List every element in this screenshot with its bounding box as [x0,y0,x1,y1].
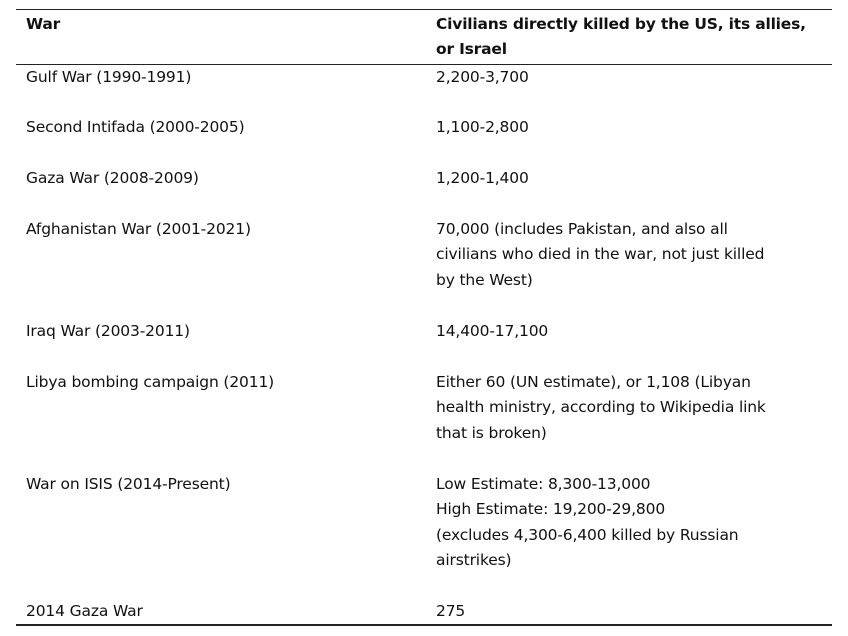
header-war: War [16,10,426,65]
table-row: Afghanistan War (2001-2021) 70,000 (incl… [16,217,832,319]
header-civilians: Civilians directly killed by the US, its… [426,10,832,65]
civilian-casualties-table-container: War Civilians directly killed by the US,… [16,9,832,626]
cell-civilians-line: Either 60 (UN estimate), or 1,108 (Libya… [436,372,751,391]
header-row: War Civilians directly killed by the US,… [16,9,832,65]
table-row: Gaza War (2008-2009) 1,200-1,400 [16,166,832,217]
cell-civilians-line: airstrikes) [436,551,512,569]
table-row: Iraq War (2003-2011) 14,400-17,100 [16,319,832,370]
cell-civilians: 2,200-3,700 [426,65,832,115]
cell-civilians: Either 60 (UN estimate), or 1,108 (Libya… [426,370,832,472]
table-row: Second Intifada (2000-2005) 1,100-2,800 [16,115,832,166]
cell-civilians-line: health ministry, according to Wikipedia … [436,398,766,416]
cell-civilians-line: that is broken) [436,423,547,442]
cell-war: War on ISIS (2014-Present) [26,474,231,493]
cell-civilians-line: High Estimate: 19,200-29,800 [436,500,666,518]
cell-civilians: 1,100-2,800 [426,115,832,166]
cell-civilians-line: civilians who died in the war, not just … [436,245,765,263]
table-body: Gulf War (1990-1991) 2,200-3,700 Second … [16,65,832,626]
header-civilians-line: or Israel [436,40,507,58]
cell-civilians: 275 [426,599,832,626]
cell-civilians-line: 275 [436,601,466,620]
table-row: 2014 Gaza War 275 [16,599,832,626]
cell-civilians: 1,200-1,400 [426,166,832,217]
cell-war: Iraq War (2003-2011) [26,321,190,340]
cell-civilians: Low Estimate: 8,300-13,000 High Estimate… [426,472,832,599]
cell-war: Gaza War (2008-2009) [26,168,199,187]
table-header: War Civilians directly killed by the US,… [16,9,832,65]
table-row: Libya bombing campaign (2011) Either 60 … [16,370,832,472]
cell-civilians-line: (excludes 4,300-6,400 killed by Russian [436,525,739,544]
table-row: Gulf War (1990-1991) 2,200-3,700 [16,65,832,115]
header-war-label: War [26,15,61,33]
civilian-casualties-table: War Civilians directly killed by the US,… [16,9,832,626]
cell-civilians: 14,400-17,100 [426,319,832,370]
cell-war: Gulf War (1990-1991) [26,68,192,86]
cell-civilians-line: 1,100-2,800 [436,117,529,136]
cell-war: Afghanistan War (2001-2021) [26,219,251,238]
cell-civilians: 70,000 (includes Pakistan, and also all … [426,217,832,319]
cell-civilians-line: 1,200-1,400 [436,168,529,187]
cell-war: Second Intifada (2000-2005) [26,117,245,136]
cell-war: 2014 Gaza War [26,601,143,620]
cell-civilians-line: Low Estimate: 8,300-13,000 [436,474,651,493]
table-row: War on ISIS (2014-Present) Low Estimate:… [16,472,832,599]
cell-civilians-line: 2,200-3,700 [436,68,529,86]
cell-civilians-line: by the West) [436,270,533,289]
cell-civilians-line: 14,400-17,100 [436,321,549,340]
header-civilians-line: Civilians directly killed by the US, its… [436,15,806,33]
cell-civilians-line: 70,000 (includes Pakistan, and also all [436,219,728,238]
cell-war: Libya bombing campaign (2011) [26,372,275,391]
